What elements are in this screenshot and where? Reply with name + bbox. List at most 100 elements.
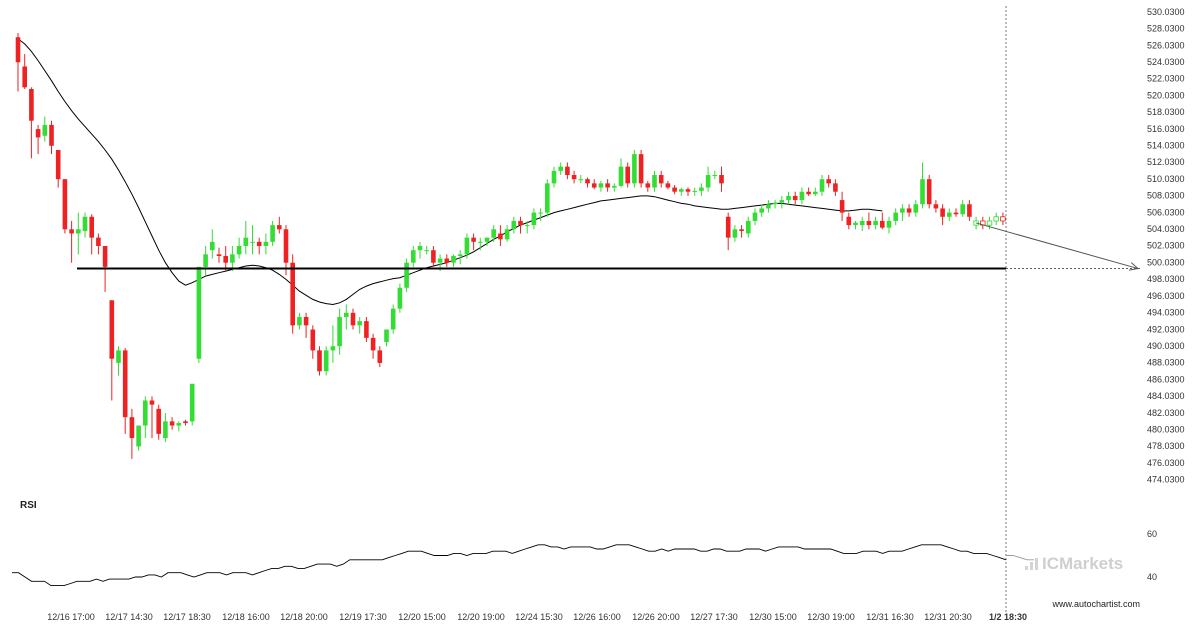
price-tick-label: 520.0300 [1147, 90, 1185, 100]
candle-down [370, 333, 376, 359]
candle-up [136, 425, 141, 451]
candle-down [833, 179, 838, 196]
icmarkets-bars-icon [1025, 558, 1038, 570]
candle-down [665, 180, 671, 190]
candle-down [846, 212, 852, 230]
candle-down [725, 212, 731, 251]
candle-up [297, 312, 302, 330]
candle-down [310, 325, 316, 359]
price-tick-label: 524.0300 [1147, 57, 1185, 67]
price-tick-label: 476.0300 [1147, 458, 1185, 468]
candle-down [156, 404, 161, 440]
time-tick-label: 12/31 20:30 [924, 612, 972, 622]
candle-up [411, 246, 416, 267]
time-tick-label: 12/20 15:00 [398, 612, 446, 622]
candle-up [578, 175, 584, 184]
candle-down [953, 208, 959, 217]
candle-up [397, 283, 403, 313]
time-tick-label: 12/30 15:00 [749, 612, 797, 622]
candle-down [672, 185, 677, 195]
candle-up [712, 170, 718, 180]
candle-up [230, 246, 235, 272]
site-url[interactable]: www.autochartist.com [1051, 599, 1140, 609]
candle-down [69, 220, 74, 263]
price-tick-label: 486.0300 [1147, 374, 1185, 384]
candle-up [116, 346, 121, 376]
candle-up [176, 421, 182, 432]
candle-down [471, 233, 476, 251]
candle-up [484, 237, 490, 246]
candle-down [906, 204, 912, 217]
candle-up [357, 316, 362, 334]
watermark: ICMarkets [1025, 554, 1123, 573]
candle-up [263, 233, 269, 255]
price-tick-label: 528.0300 [1147, 24, 1185, 34]
candle-down [149, 396, 155, 439]
candle-up [143, 396, 148, 439]
candle-up [511, 216, 517, 234]
price-axis: 530.0300 528.0300 526.0300 524.0300 522.0300… [1147, 7, 1185, 485]
candle-down [29, 87, 34, 159]
price-tick-label: 478.0300 [1147, 441, 1185, 451]
time-tick-label: 12/18 20:00 [280, 612, 328, 622]
candle-down [129, 408, 135, 459]
candle-down [638, 149, 644, 188]
candle-up [786, 191, 791, 205]
candle-up [82, 212, 88, 238]
price-tick-label: 488.0300 [1147, 358, 1185, 368]
time-tick-label: 12/19 17:30 [339, 612, 387, 622]
candle-down [866, 212, 872, 230]
candle-down [571, 170, 577, 184]
rsi-tick-label: 40 [1147, 572, 1157, 582]
watermark-text: ICMarkets [1042, 554, 1123, 573]
candle-down [685, 187, 691, 196]
time-tick-label: 12/26 16:00 [573, 612, 621, 622]
candle-down [431, 246, 436, 267]
candle-down [183, 419, 188, 426]
candle-down [15, 33, 21, 92]
price-tick-label: 526.0300 [1147, 40, 1185, 50]
pattern-candle [1000, 212, 1006, 226]
candle-up [457, 250, 463, 265]
candle-up [960, 200, 965, 217]
candle-down [605, 179, 610, 192]
candle-down [122, 347, 128, 434]
candle-down [926, 175, 932, 209]
candle-down [277, 216, 282, 234]
candle-up [947, 208, 952, 221]
candle-up [679, 187, 684, 196]
price-tick-label: 518.0300 [1147, 107, 1185, 117]
candle-down [96, 233, 101, 255]
price-tick-label: 510.0300 [1147, 174, 1185, 184]
candle-up [189, 383, 195, 426]
candle-up [531, 208, 537, 230]
candle-down [444, 254, 450, 267]
candle-up [243, 220, 249, 255]
candle-up [598, 180, 604, 192]
candle-down [364, 316, 369, 343]
candle-up [732, 225, 738, 242]
candle-up [538, 208, 543, 221]
time-tick-label: 12/17 14:30 [105, 612, 153, 622]
candle-down [256, 237, 262, 255]
candle-up [236, 237, 242, 259]
candle-up [652, 170, 657, 192]
forecast-arrow-head [1129, 262, 1140, 271]
candle-down [625, 162, 630, 188]
candle-up [873, 216, 878, 230]
time-tick-label: 1/2 18:30 [989, 612, 1027, 622]
candle-down [739, 225, 744, 238]
candle-down [303, 312, 309, 338]
candle-down [719, 166, 724, 192]
watermark-prefix: IC [1042, 554, 1059, 573]
candle-up [766, 200, 771, 213]
candle-down [169, 417, 175, 430]
time-tick-label: 12/20 19:00 [457, 612, 505, 622]
moving-average-line [17, 38, 883, 306]
candle-down [283, 225, 289, 276]
candle-down [35, 124, 41, 155]
price-tick-label: 502.0300 [1147, 241, 1185, 251]
price-tick-label: 494.0300 [1147, 308, 1185, 318]
price-tick-label: 530.0300 [1147, 7, 1185, 17]
candle-down [49, 120, 54, 155]
